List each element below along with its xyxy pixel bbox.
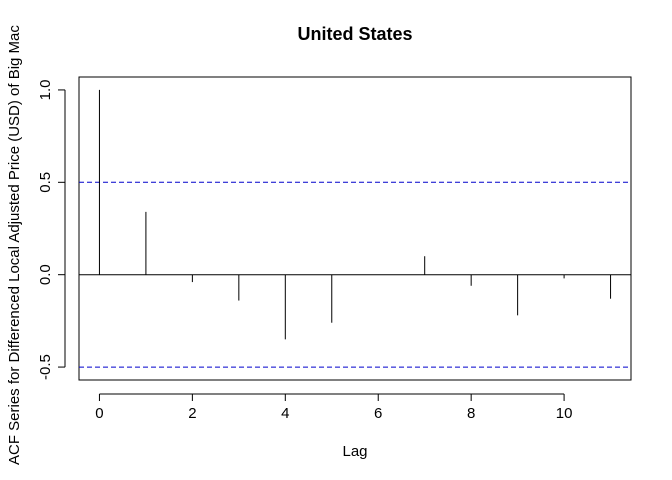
x-tick-label: 8 <box>467 405 475 422</box>
y-tick-label: 1.0 <box>37 80 54 101</box>
x-tick-label: 0 <box>95 405 103 422</box>
y-axis: -0.5 0.0 0.5 1.0 <box>37 80 66 380</box>
chart-title: United States <box>297 24 412 44</box>
x-tick-label: 6 <box>374 405 382 422</box>
y-tick-label: -0.5 <box>37 354 54 380</box>
x-tick-label: 4 <box>281 405 289 422</box>
acf-bars <box>98 89 612 340</box>
x-tick-label: 2 <box>188 405 196 422</box>
plot-frame <box>78 76 632 381</box>
x-axis-label: Lag <box>342 443 367 460</box>
x-tick-label: 10 <box>556 405 573 422</box>
confidence-bounds <box>79 181 631 368</box>
y-axis-label: ACF Series for Differenced Local Adjuste… <box>6 25 23 465</box>
y-tick-label: 0.0 <box>37 264 54 285</box>
y-tick-label: 0.5 <box>37 172 54 193</box>
x-axis: 0 2 4 6 8 10 <box>95 393 573 422</box>
